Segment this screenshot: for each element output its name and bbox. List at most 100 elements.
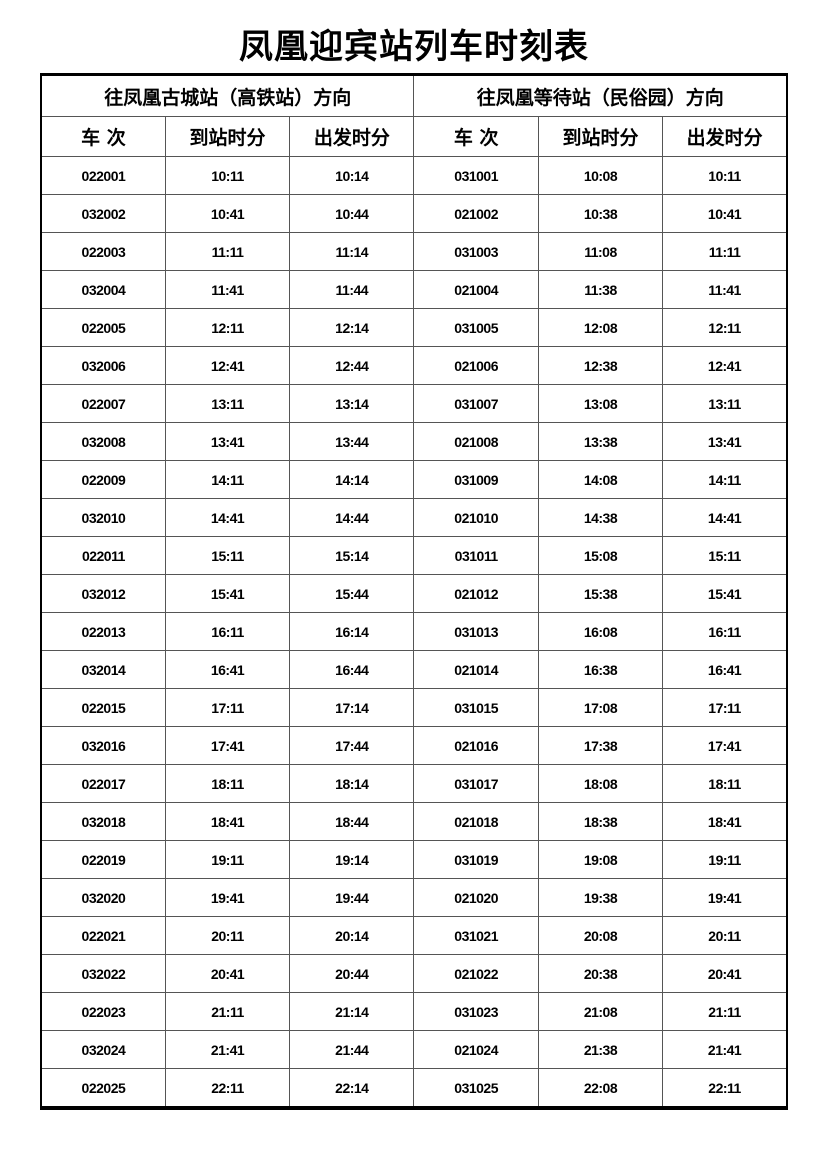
arrival-cell: 16:41 xyxy=(164,650,291,689)
timetable-body: 022001 10:11 10:14 031001 10:08 10:11 032002 10… xyxy=(40,156,788,1109)
departure-cell: 13:41 xyxy=(662,422,788,461)
train-no-cell: 032012 xyxy=(40,574,166,613)
departure-cell: 10:41 xyxy=(662,194,788,233)
arrival-cell: 18:11 xyxy=(164,764,291,803)
departure-cell: 11:11 xyxy=(662,232,788,271)
arrival-cell: 10:08 xyxy=(537,156,664,195)
arrival-cell: 18:41 xyxy=(164,802,291,841)
table-row: 022003 11:11 11:14 031003 11:08 11:11 xyxy=(40,232,788,271)
train-no-cell: 032008 xyxy=(40,422,166,461)
departure-cell: 20:11 xyxy=(662,916,788,955)
train-no-cell: 022019 xyxy=(40,840,166,879)
departure-cell: 21:14 xyxy=(289,992,415,1031)
table-row: 032008 13:41 13:44 021008 13:38 13:41 xyxy=(40,422,788,461)
departure-cell: 15:11 xyxy=(662,536,788,575)
arrival-cell: 18:38 xyxy=(537,802,664,841)
arrival-cell: 15:08 xyxy=(537,536,664,575)
departure-cell: 20:44 xyxy=(289,954,415,993)
departure-cell: 14:41 xyxy=(662,498,788,537)
departure-cell: 17:14 xyxy=(289,688,415,727)
arrival-cell: 16:38 xyxy=(537,650,664,689)
train-no-cell: 031001 xyxy=(413,156,539,195)
departure-cell: 13:11 xyxy=(662,384,788,423)
arrival-cell: 15:38 xyxy=(537,574,664,613)
departure-cell: 18:14 xyxy=(289,764,415,803)
arrival-cell: 17:11 xyxy=(164,688,291,727)
train-no-cell: 022011 xyxy=(40,536,166,575)
train-no-cell: 021014 xyxy=(413,650,539,689)
arrival-cell: 10:11 xyxy=(164,156,291,195)
column-header-departure: 出发时分 xyxy=(289,116,415,157)
arrival-cell: 20:08 xyxy=(537,916,664,955)
departure-cell: 14:44 xyxy=(289,498,415,537)
direction-header-dengdai: 往凤凰等待站（民俗园）方向 xyxy=(413,74,788,117)
arrival-cell: 20:11 xyxy=(164,916,291,955)
arrival-cell: 13:08 xyxy=(537,384,664,423)
table-row: 032004 11:41 11:44 021004 11:38 11:41 xyxy=(40,270,788,309)
train-no-cell: 021010 xyxy=(413,498,539,537)
train-no-cell: 031011 xyxy=(413,536,539,575)
table-row: 022021 20:11 20:14 031021 20:08 20:11 xyxy=(40,916,788,955)
train-no-cell: 022005 xyxy=(40,308,166,347)
table-row: 022011 15:11 15:14 031011 15:08 15:11 xyxy=(40,536,788,575)
train-no-cell: 031023 xyxy=(413,992,539,1031)
arrival-cell: 13:11 xyxy=(164,384,291,423)
arrival-cell: 11:41 xyxy=(164,270,291,309)
arrival-cell: 14:41 xyxy=(164,498,291,537)
train-no-cell: 032002 xyxy=(40,194,166,233)
departure-cell: 22:14 xyxy=(289,1068,415,1109)
column-header-departure: 出发时分 xyxy=(662,116,788,157)
departure-cell: 17:11 xyxy=(662,688,788,727)
train-no-cell: 032006 xyxy=(40,346,166,385)
train-no-cell: 021012 xyxy=(413,574,539,613)
arrival-cell: 11:08 xyxy=(537,232,664,271)
table-row: 032022 20:41 20:44 021022 20:38 20:41 xyxy=(40,954,788,993)
train-no-cell: 031003 xyxy=(413,232,539,271)
train-no-cell: 022013 xyxy=(40,612,166,651)
arrival-cell: 21:38 xyxy=(537,1030,664,1069)
arrival-cell: 11:38 xyxy=(537,270,664,309)
direction-header-gucheng: 往凤凰古城站（高铁站）方向 xyxy=(40,74,415,117)
departure-cell: 18:44 xyxy=(289,802,415,841)
departure-cell: 16:44 xyxy=(289,650,415,689)
train-no-cell: 021020 xyxy=(413,878,539,917)
departure-cell: 12:11 xyxy=(662,308,788,347)
arrival-cell: 19:38 xyxy=(537,878,664,917)
departure-cell: 11:14 xyxy=(289,232,415,271)
arrival-cell: 16:08 xyxy=(537,612,664,651)
departure-cell: 12:14 xyxy=(289,308,415,347)
train-no-cell: 021024 xyxy=(413,1030,539,1069)
arrival-cell: 19:08 xyxy=(537,840,664,879)
train-no-cell: 022009 xyxy=(40,460,166,499)
departure-cell: 21:11 xyxy=(662,992,788,1031)
departure-cell: 10:14 xyxy=(289,156,415,195)
departure-cell: 21:41 xyxy=(662,1030,788,1069)
table-row: 032012 15:41 15:44 021012 15:38 15:41 xyxy=(40,574,788,613)
departure-cell: 20:41 xyxy=(662,954,788,993)
arrival-cell: 13:41 xyxy=(164,422,291,461)
departure-cell: 15:14 xyxy=(289,536,415,575)
table-row: 032024 21:41 21:44 021024 21:38 21:41 xyxy=(40,1030,788,1069)
train-no-cell: 031013 xyxy=(413,612,539,651)
arrival-cell: 14:11 xyxy=(164,460,291,499)
table-row: 032002 10:41 10:44 021002 10:38 10:41 xyxy=(40,194,788,233)
departure-cell: 16:14 xyxy=(289,612,415,651)
train-no-cell: 021018 xyxy=(413,802,539,841)
departure-cell: 13:44 xyxy=(289,422,415,461)
table-row: 032010 14:41 14:44 021010 14:38 14:41 xyxy=(40,498,788,537)
arrival-cell: 18:08 xyxy=(537,764,664,803)
arrival-cell: 17:38 xyxy=(537,726,664,765)
table-row: 022009 14:11 14:14 031009 14:08 14:11 xyxy=(40,460,788,499)
departure-cell: 14:14 xyxy=(289,460,415,499)
column-header-train-no: 车 次 xyxy=(413,116,539,157)
table-row: 022019 19:11 19:14 031019 19:08 19:11 xyxy=(40,840,788,879)
arrival-cell: 17:41 xyxy=(164,726,291,765)
departure-cell: 11:41 xyxy=(662,270,788,309)
arrival-cell: 21:41 xyxy=(164,1030,291,1069)
train-no-cell: 022017 xyxy=(40,764,166,803)
train-no-cell: 031019 xyxy=(413,840,539,879)
departure-cell: 19:41 xyxy=(662,878,788,917)
arrival-cell: 22:11 xyxy=(164,1068,291,1109)
arrival-cell: 14:38 xyxy=(537,498,664,537)
arrival-cell: 21:08 xyxy=(537,992,664,1031)
